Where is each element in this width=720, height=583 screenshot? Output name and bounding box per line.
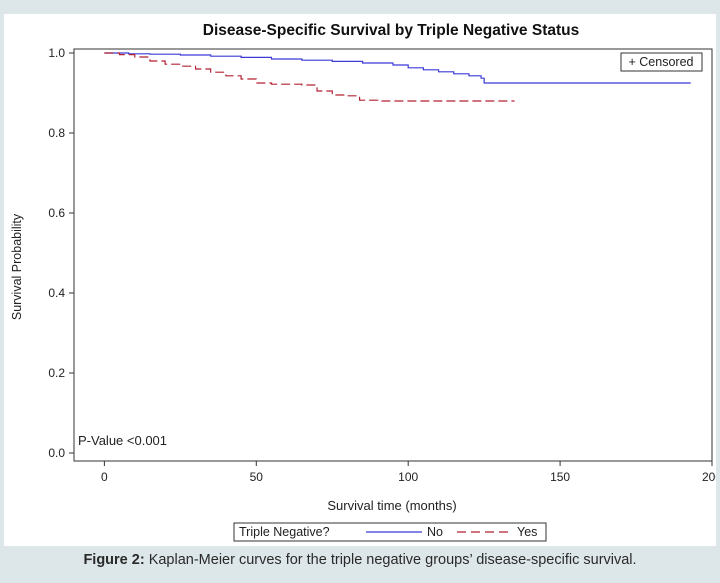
series-layer <box>104 52 691 102</box>
x-tick-label: 0 <box>101 470 108 484</box>
x-axis: 0 50 100 150 200 <box>101 461 716 484</box>
p-value-annotation: P-Value <0.001 <box>78 433 167 448</box>
x-tick-label: 200 <box>702 470 716 484</box>
legend-title: Triple Negative? <box>239 525 330 539</box>
x-tick-label: 100 <box>398 470 418 484</box>
figure-panel: Disease-Specific Survival by Triple Nega… <box>4 14 716 546</box>
censored-legend-label: + Censored <box>629 55 694 69</box>
censored-legend: + Censored <box>620 52 703 72</box>
y-tick-label: 0.2 <box>48 366 65 380</box>
caption-label: Figure 2: <box>83 552 145 568</box>
plot-frame <box>73 48 713 462</box>
y-axis: 0.0 0.2 0.4 0.6 0.8 1.0 <box>48 46 74 460</box>
y-tick-label: 1.0 <box>48 46 65 60</box>
chart-title: Disease-Specific Survival by Triple Nega… <box>203 22 579 39</box>
x-tick-label: 150 <box>550 470 570 484</box>
x-axis-label: Survival time (months) <box>327 498 456 513</box>
x-tick-label: 50 <box>250 470 264 484</box>
y-tick-label: 0.4 <box>48 286 65 300</box>
series-line-yes <box>104 52 515 102</box>
legend-label-yes: Yes <box>517 525 537 539</box>
caption-text: Kaplan-Meier curves for the triple negat… <box>144 552 637 568</box>
y-tick-label: 0.0 <box>48 446 65 460</box>
figure-caption: Figure 2: Kaplan-Meier curves for the tr… <box>0 552 720 568</box>
y-axis-label: Survival Probability <box>10 213 24 320</box>
series-legend: Triple Negative? No Yes <box>233 522 547 542</box>
y-tick-label: 0.6 <box>48 206 65 220</box>
series-line-no <box>104 52 691 84</box>
y-tick-label: 0.8 <box>48 126 65 140</box>
legend-label-no: No <box>427 525 443 539</box>
chart: Disease-Specific Survival by Triple Nega… <box>10 22 716 542</box>
